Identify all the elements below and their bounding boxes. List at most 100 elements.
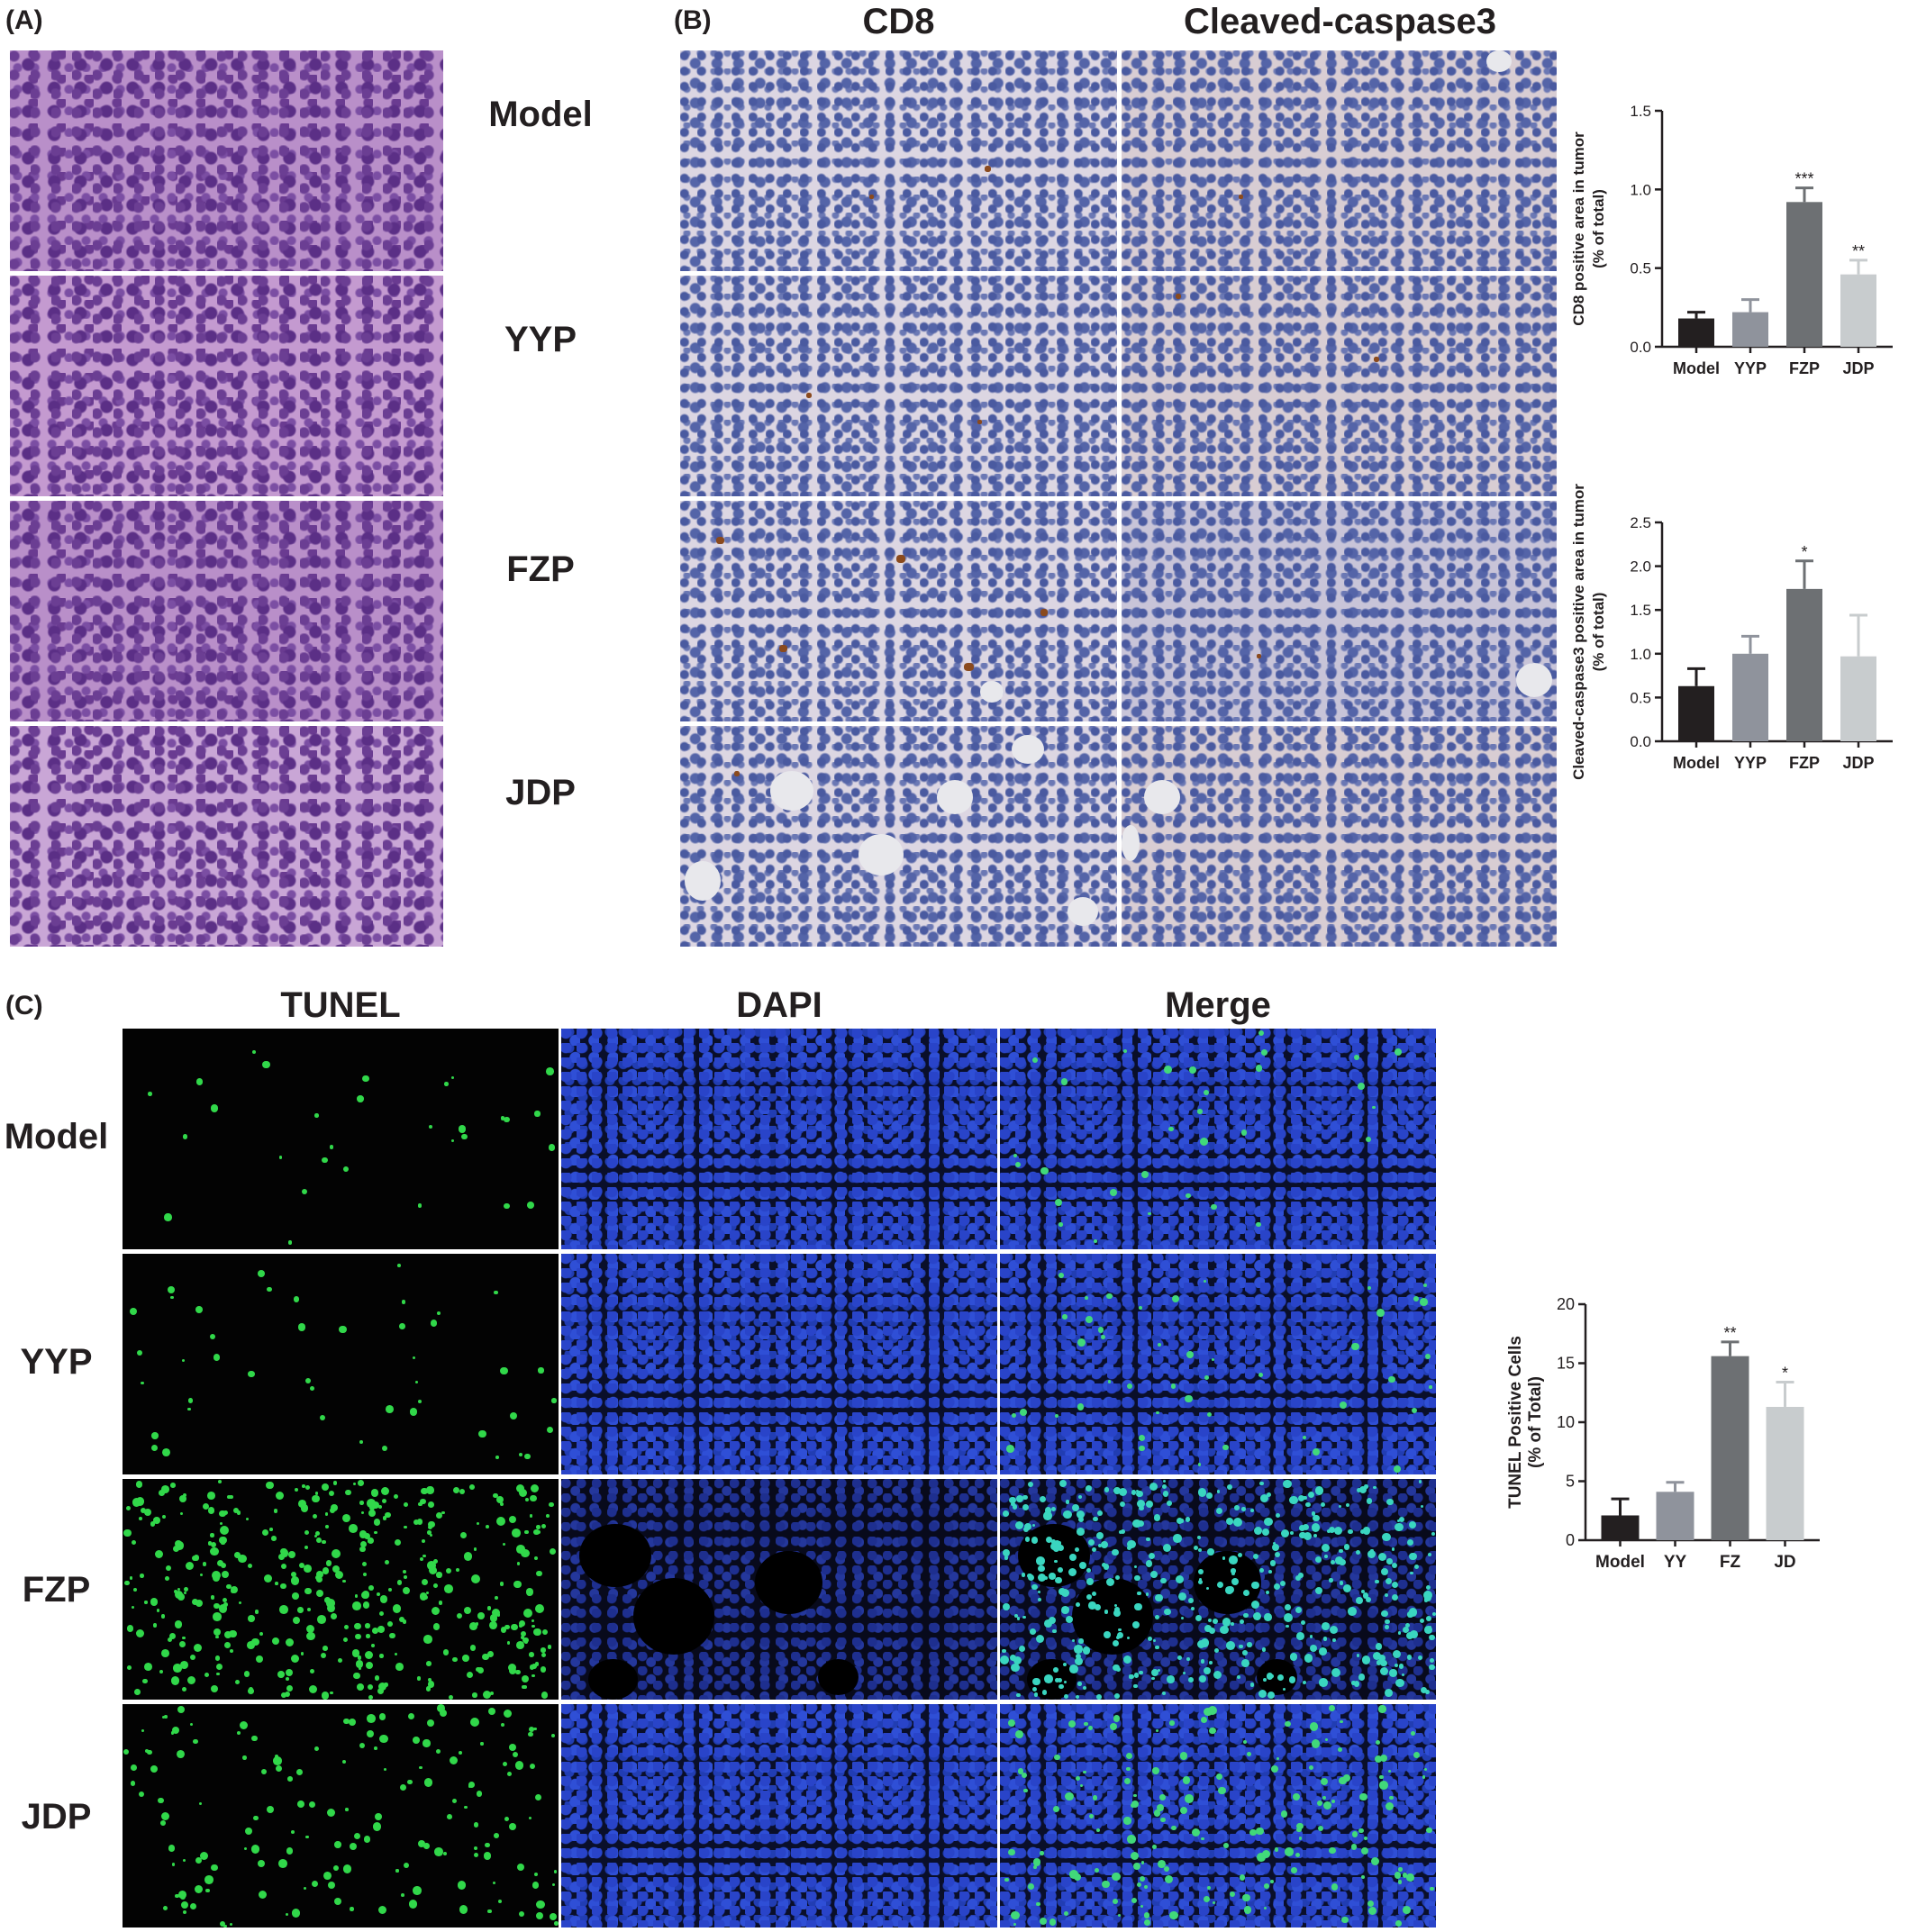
fluorescent-cell (321, 1691, 330, 1700)
fluorescent-cell (1204, 1707, 1213, 1717)
fluorescent-cell (187, 1407, 192, 1411)
fluorescent-cell (1380, 1568, 1388, 1575)
merge-image-jdp (1000, 1704, 1436, 1927)
fluorescent-cell (1402, 1906, 1411, 1915)
fluorescent-cell (514, 1761, 524, 1771)
fluorescent-cell (1127, 1835, 1136, 1844)
fluorescent-cell (1302, 1681, 1306, 1685)
fluorescent-cell (402, 1619, 406, 1624)
panel-b-col-cd8: CD8 (862, 2, 935, 41)
fluorescent-cell (1058, 1544, 1065, 1551)
fluorescent-cell (530, 1483, 539, 1492)
y-tick-label: 1.5 (1630, 602, 1651, 619)
fluorescent-cell (1267, 1691, 1276, 1700)
fluorescent-cell (162, 1447, 171, 1456)
fluorescent-cell (461, 1133, 468, 1140)
fluorescent-cell (504, 1624, 510, 1630)
fluorescent-cell (357, 1095, 364, 1102)
dapi-image-fzp (561, 1479, 997, 1700)
fluorescent-cell (1285, 1847, 1294, 1857)
y-tick-label: 0.0 (1630, 733, 1651, 750)
fluorescent-cell (1363, 1837, 1367, 1840)
panel-a-row-jdp: JDP (505, 773, 576, 812)
fluorescent-cell (1241, 1650, 1248, 1655)
fluorescent-cell (157, 1797, 164, 1804)
fluorescent-cell (345, 1490, 351, 1496)
fluorescent-cell (425, 1591, 430, 1595)
fluorescent-cell (476, 1521, 480, 1526)
fluorescent-cell (423, 1843, 430, 1849)
fluorescent-cell (1299, 1531, 1306, 1539)
fluorescent-cell (1032, 1865, 1037, 1870)
fluorescent-cell (1133, 1793, 1137, 1798)
fluorescent-cell (1375, 1579, 1379, 1584)
fluorescent-cell (1028, 1882, 1035, 1890)
fluorescent-cell (1328, 1704, 1336, 1712)
fluorescent-cell (260, 1768, 267, 1774)
fluorescent-cell (509, 1823, 517, 1831)
fluorescent-cell (421, 1487, 429, 1495)
fluorescent-cell (374, 1746, 378, 1750)
fluorescent-cell (1167, 1126, 1174, 1132)
fluorescent-cell (1045, 1537, 1052, 1544)
fluorescent-cell (1058, 1222, 1063, 1227)
fluorescent-cell (487, 1708, 495, 1716)
fluorescent-cell (531, 1882, 540, 1889)
fluorescent-cell (273, 1756, 282, 1765)
fluorescent-cell (493, 1492, 498, 1498)
fluorescent-cell (433, 1847, 443, 1857)
fluorescent-cell (357, 1655, 361, 1660)
fluorescent-cell (1167, 1500, 1173, 1506)
fluorescent-cell (271, 1637, 279, 1646)
fluorescent-cell (1211, 1203, 1218, 1211)
fluorescent-cell (1155, 1728, 1159, 1733)
fluorescent-cell (180, 1893, 186, 1900)
fluorescent-cell (1015, 1729, 1023, 1738)
fluorescent-cell (301, 1483, 305, 1488)
fluorescent-cell (1356, 1550, 1361, 1556)
category-label: JDP (1842, 754, 1874, 772)
fluorescent-cell (368, 1509, 377, 1518)
fluorescent-cell (504, 1709, 513, 1718)
fluorescent-cell (271, 1536, 277, 1542)
fluorescent-cell (1303, 1495, 1307, 1501)
fluorescent-cell (524, 1453, 531, 1460)
fluorescent-cell (1305, 1501, 1311, 1508)
fluorescent-cell (1240, 1874, 1246, 1881)
fluorescent-cell (1348, 1528, 1353, 1535)
fluorescent-cell (1230, 1568, 1236, 1574)
fluorescent-cell (1251, 1582, 1259, 1590)
fluorescent-cell (275, 1764, 283, 1772)
category-label: JDP (1842, 359, 1874, 377)
fluorescent-cell (181, 1900, 189, 1909)
fluorescent-cell (313, 1535, 317, 1538)
dapi-image-yyp (561, 1254, 997, 1474)
fluorescent-cell (144, 1509, 152, 1516)
fluorescent-cell (443, 1082, 449, 1086)
fluorescent-cell (1395, 1048, 1403, 1057)
y-tick-label: 2.5 (1630, 514, 1651, 531)
fluorescent-cell (354, 1833, 361, 1840)
fluorescent-cell (1346, 1502, 1350, 1507)
fluorescent-cell (436, 1704, 445, 1713)
fluorescent-cell (303, 1886, 307, 1890)
fluorescent-cell (1275, 1512, 1280, 1518)
fluorescent-cell (1083, 1770, 1086, 1774)
fluorescent-cell (483, 1690, 492, 1699)
cd8-image-fzp (680, 501, 1117, 721)
fluorescent-cell (1016, 1692, 1021, 1698)
fluorescent-cell (1361, 1590, 1366, 1594)
fluorescent-cell (304, 1546, 308, 1550)
fluorescent-cell (525, 1588, 533, 1596)
fluorescent-cell (1296, 1822, 1304, 1830)
fluorescent-cell (234, 1552, 241, 1558)
fluorescent-cell (1350, 1844, 1358, 1850)
fluorescent-cell (538, 1367, 544, 1374)
fluorescent-cell (1057, 1567, 1063, 1574)
fluorescent-cell (1155, 1645, 1159, 1650)
fluorescent-cell (1339, 1719, 1343, 1724)
fluorescent-cell (382, 1498, 387, 1503)
fluorescent-cell (494, 1833, 499, 1839)
fluorescent-cell (1126, 1637, 1131, 1640)
fluorescent-cell (310, 1386, 314, 1391)
